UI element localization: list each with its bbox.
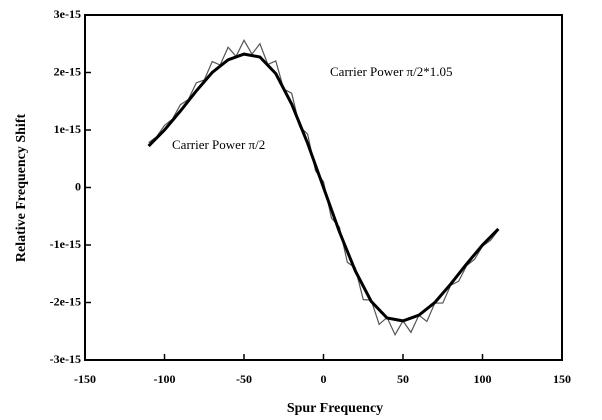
x-tick-label: -150 xyxy=(74,372,96,386)
y-tick-label: 2e-15 xyxy=(54,64,81,78)
line xyxy=(148,39,499,337)
x-tick-label: 150 xyxy=(553,372,571,386)
y-tick-label: -1e-15 xyxy=(50,237,81,251)
y-axis-title: Relative Frequency Shift xyxy=(14,114,29,263)
series-label: Carrier Power π/2 xyxy=(172,137,265,152)
x-tick-label: -100 xyxy=(154,372,176,386)
x-tick-label: 100 xyxy=(474,372,492,386)
x-tick-label: 50 xyxy=(397,372,409,386)
x-tick-label: 0 xyxy=(321,372,327,386)
series-label: Carrier Power π/2*1.05 xyxy=(330,64,452,79)
y-tick-label: -2e-15 xyxy=(50,294,81,308)
x-tick-label: -50 xyxy=(236,372,252,386)
x-axis-title: Spur Frequency xyxy=(287,401,383,416)
y-tick-label: -3e-15 xyxy=(50,352,81,366)
y-tick-label: 3e-15 xyxy=(54,7,81,21)
y-tick-label: 1e-15 xyxy=(54,122,81,136)
y-tick-label: 0 xyxy=(75,179,81,193)
line xyxy=(147,52,500,323)
